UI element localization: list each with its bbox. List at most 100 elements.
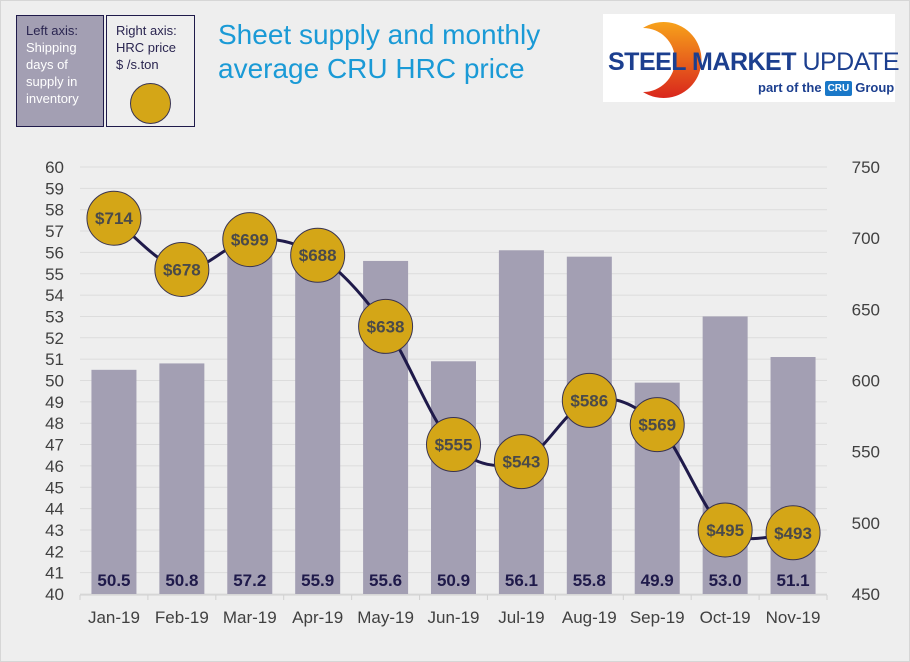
left-axis-tick: 47 [45,436,64,455]
right-axis-tick: 700 [852,229,880,248]
x-axis-label: Mar-19 [223,608,277,627]
bar-value-label: 49.9 [641,571,674,590]
x-axis-label: Jan-19 [88,608,140,627]
price-bubble-label: $678 [163,260,201,279]
bar-value-label: 55.8 [573,571,606,590]
left-axis-tick: 41 [45,564,64,583]
right-axis-tick: 750 [852,158,880,177]
x-axis-label: Aug-19 [562,608,617,627]
left-axis-tick: 40 [45,585,64,604]
bar [431,361,476,594]
x-axis-label: Sep-19 [630,608,685,627]
left-axis-tick: 55 [45,265,64,284]
price-bubble-label: $699 [231,231,269,250]
right-axis-tick: 650 [852,300,880,319]
bar-value-label: 56.1 [505,571,538,590]
left-axis-tick: 49 [45,393,64,412]
legend-right-heading: Right axis: [116,23,177,38]
price-bubble [358,298,414,354]
bar-value-label: 50.9 [437,571,470,590]
x-axis-label: Nov-19 [766,608,821,627]
left-axis-tick: 46 [45,457,64,476]
price-bubble [765,505,821,561]
left-axis-tick: 44 [45,500,64,519]
legend-right-axis: Right axis: HRC price $ /s.ton [106,15,195,127]
price-bubble [629,397,685,453]
price-bubble-label: $638 [367,317,405,336]
x-axis-label: May-19 [357,608,414,627]
legend-right-line: $ /s.ton [116,57,159,72]
x-axis-label: Jun-19 [428,608,480,627]
price-bubble-label: $714 [95,209,133,228]
bar [91,369,137,594]
x-axis-label: Oct-19 [700,608,751,627]
logo-brand-bold: STEEL MARKET [608,48,797,76]
price-bubble-label: $586 [570,391,608,410]
left-axis-tick: 58 [45,201,64,220]
price-bubble [426,417,481,473]
right-axis-tick: 450 [852,585,880,604]
price-bubble-label: $495 [706,521,744,540]
bar-value-label: 50.5 [97,571,130,590]
price-bubble [561,372,617,428]
right-axis-tick: 600 [852,372,880,391]
legend-bubble-icon [130,83,171,124]
price-bubble [290,227,346,283]
logo-brand-light: UPDATE [802,48,900,76]
price-bubble [86,190,142,246]
left-axis-tick: 54 [45,286,64,305]
price-bubble [222,212,278,268]
legend-right-line: HRC price [116,40,176,55]
bar-value-label: 55.6 [369,571,402,590]
left-axis-tick: 60 [45,158,64,177]
left-axis-tick: 42 [45,542,64,561]
price-bubble [154,241,210,297]
logo-tagline: part of the CRU Group [758,80,894,96]
legend-left-line: inventory [26,91,79,106]
right-axis-tick: 550 [852,443,880,462]
bar-value-label: 51.1 [776,571,809,590]
price-bubble [697,502,753,558]
logo-tag-prefix: part of the [758,80,822,95]
logo-wordmark: STEEL MARKET UPDATE [608,48,900,77]
legend-left-heading: Left axis: [26,23,79,38]
left-axis-tick: 57 [45,222,64,241]
price-bubble [493,434,549,490]
bar [159,363,205,594]
chart-title: Sheet supply and monthly average CRU HRC… [218,19,541,84]
left-axis-tick: 43 [45,521,64,540]
x-axis-label: Apr-19 [292,608,343,627]
bar [498,250,544,594]
steel-market-update-logo: STEEL MARKET UPDATE part of the CRU Group [603,14,900,102]
cru-badge: CRU [824,81,853,96]
left-axis-tick: 56 [45,243,64,262]
left-axis-tick: 45 [45,478,64,497]
legend-left-line: days of [26,57,68,72]
price-bubble-label: $555 [435,436,473,455]
bar [227,226,273,594]
x-axis-label: Jul-19 [498,608,544,627]
legend-left-line: supply in [26,74,78,89]
left-axis-tick: 53 [45,307,64,326]
logo-arc-icon [643,22,702,99]
price-bubble-label: $569 [638,416,676,435]
left-axis-tick: 51 [45,350,64,369]
bar-value-label: 53.0 [709,571,742,590]
bar-value-label: 55.9 [301,571,334,590]
bar-value-label: 50.8 [165,571,198,590]
price-bubble-label: $688 [299,246,337,265]
price-bubble-label: $493 [774,524,812,543]
left-axis-tick: 59 [45,179,64,198]
bar-value-label: 57.2 [233,571,266,590]
logo-tag-suffix: Group [855,80,895,95]
right-axis-tick: 500 [852,514,880,533]
left-axis-tick: 50 [45,372,64,391]
left-axis-tick: 52 [45,329,64,348]
legend-left-axis: Left axis: Shipping days of supply in in… [16,15,104,127]
price-bubble-label: $543 [502,453,540,472]
legend-left-line: Shipping [26,40,77,55]
left-axis-tick: 48 [45,414,64,433]
x-axis-label: Feb-19 [155,608,209,627]
bar [295,254,341,594]
